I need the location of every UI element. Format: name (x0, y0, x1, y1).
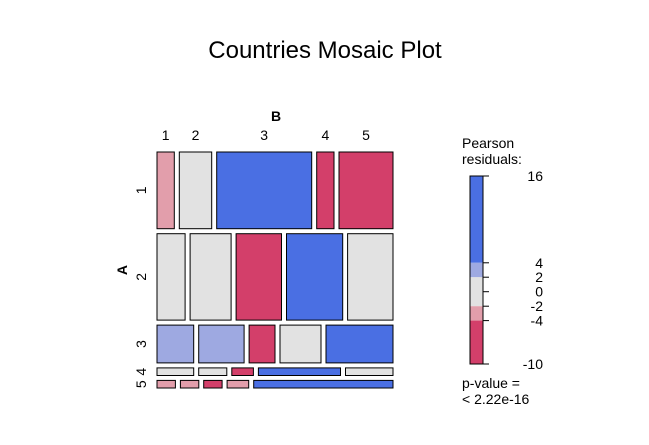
legend-ticks: 16 420-2-4 -10 (483, 168, 543, 372)
legend-color-bar (469, 175, 484, 365)
mosaic-cell-1-1 (156, 151, 175, 230)
legend-tick-label-5: -4 (531, 313, 544, 329)
legend-bar-outline (469, 175, 484, 365)
mosaic-cell-2-4 (286, 233, 344, 321)
legend-segment-4 (470, 320, 483, 364)
legend-tick-label-3: 0 (535, 284, 543, 300)
col-level-label-3: 3 (260, 127, 268, 143)
pvalue-line2: < 2.22e-16 (462, 391, 530, 407)
mosaic-cell-4-4 (257, 367, 341, 376)
legend-tick-label-2: 2 (535, 269, 543, 285)
mosaic-cell-3-3 (248, 324, 276, 364)
row-variable-label: A (114, 265, 130, 275)
mosaic-cell-2-3 (235, 233, 283, 321)
legend-tick-label-6: -10 (523, 356, 543, 372)
row-level-label-3: 3 (133, 340, 149, 348)
mosaic-cell-1-2 (178, 151, 213, 230)
mosaic-cell-5-4 (226, 379, 250, 389)
legend-segment-1 (470, 262, 483, 278)
mosaic-cell-1-3 (216, 151, 313, 230)
mosaic-cell-1-5 (338, 151, 394, 230)
col-level-labels: 1 2 3 4 5 (162, 127, 370, 143)
mosaic-cell-2-2 (189, 233, 232, 321)
col-level-label-5: 5 (362, 127, 370, 143)
col-level-label-1: 1 (162, 127, 170, 143)
row-level-label-4: 4 (133, 368, 149, 376)
mosaic-cell-2-5 (347, 233, 394, 321)
row-level-label-2: 2 (133, 273, 149, 281)
legend-title-line1: Pearson (462, 135, 514, 151)
row-level-label-5: 5 (133, 380, 149, 388)
mosaic-cell-5-5 (253, 379, 394, 389)
mosaic-cell-3-1 (156, 324, 195, 364)
legend-segment-3 (470, 306, 483, 321)
chart-title: Countries Mosaic Plot (208, 37, 442, 64)
mosaic-cell-4-1 (156, 367, 195, 376)
pvalue-line1: p-value = (462, 375, 520, 391)
mosaic-cell-3-5 (325, 324, 394, 364)
row-level-labels: 1 2 3 4 5 (133, 186, 149, 388)
mosaic-cell-5-2 (179, 379, 200, 389)
legend-tick-label-1: 4 (535, 255, 543, 271)
mosaic-cell-4-3 (231, 367, 254, 376)
mosaic-cell-3-4 (279, 324, 322, 364)
legend-tick-label-0: 16 (527, 168, 543, 184)
mosaic-cell-1-4 (316, 151, 335, 230)
legend-title-line2: residuals: (462, 151, 522, 167)
col-level-label-2: 2 (192, 127, 200, 143)
row-level-label-1: 1 (133, 186, 149, 194)
mosaic-cell-5-3 (203, 379, 223, 389)
legend-segment-2 (470, 277, 483, 307)
legend-segment-0 (470, 176, 483, 263)
mosaic-cell-2-1 (156, 233, 186, 321)
col-level-label-4: 4 (322, 127, 330, 143)
mosaic-cell-4-2 (198, 367, 228, 376)
mosaic-cell-3-2 (198, 324, 245, 364)
mosaic-cells (156, 151, 394, 389)
mosaic-cell-5-1 (156, 379, 176, 389)
legend-tick-label-4: -2 (531, 298, 544, 314)
mosaic-cell-4-5 (345, 367, 394, 376)
col-variable-label: B (271, 108, 281, 124)
